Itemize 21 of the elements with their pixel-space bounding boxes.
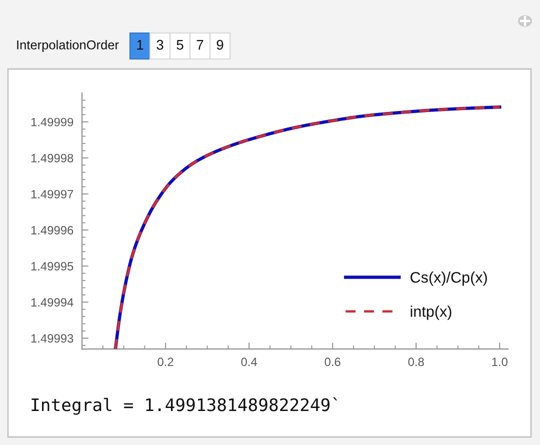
text: 9	[216, 40, 224, 50]
y-tick-label: 1.49999	[31, 118, 74, 126]
legend-label: intp(x)	[410, 306, 452, 320]
text: 3	[156, 40, 164, 50]
x-tick-label: 1.0	[492, 358, 508, 366]
x-tick-label: 0.2	[158, 358, 174, 366]
y-tick-label: 1.49997	[31, 190, 74, 198]
text: InterpolationOrder	[17, 40, 119, 52]
text: Integral = 1.4991381489822249`	[32, 397, 338, 415]
y-tick-label: 1.49996	[31, 226, 74, 234]
legend-label: Cs(x)/Cp(x)	[410, 272, 487, 286]
text: 1	[137, 40, 144, 50]
y-tick-label: 1.49993	[31, 334, 74, 343]
y-tick-label: 1.49994	[31, 298, 74, 307]
y-tick-label: 1.49995	[31, 262, 74, 271]
text: 7	[196, 40, 204, 50]
text: 5	[176, 40, 184, 50]
x-tick-label: 0.6	[324, 358, 340, 366]
x-tick-label: 0.8	[408, 358, 424, 366]
y-tick-label: 1.49998	[31, 154, 74, 162]
x-tick-label: 0.4	[241, 358, 258, 366]
